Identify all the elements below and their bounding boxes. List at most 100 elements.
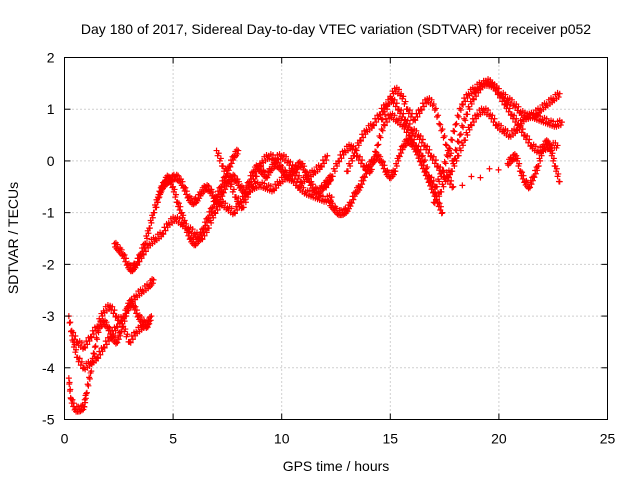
data-point — [475, 89, 482, 96]
data-point — [416, 110, 423, 117]
x-tick-label: 20 — [491, 431, 507, 447]
data-point — [139, 251, 146, 258]
data-point — [512, 119, 519, 126]
data-point — [357, 184, 364, 191]
data-point — [520, 172, 527, 179]
data-point — [451, 156, 458, 163]
data-point — [103, 341, 110, 348]
data-point — [436, 178, 443, 185]
data-point — [530, 110, 537, 117]
data-point — [70, 329, 77, 336]
data-point — [476, 85, 483, 92]
data-point — [477, 174, 484, 181]
data-point — [212, 210, 219, 217]
data-point — [208, 219, 215, 226]
data-point — [526, 136, 533, 143]
data-point — [449, 168, 456, 175]
data-point — [417, 146, 424, 153]
data-point — [95, 323, 102, 330]
data-point — [148, 313, 155, 320]
data-point — [167, 174, 174, 181]
data-point — [205, 215, 212, 222]
data-point — [249, 183, 256, 190]
data-point — [433, 196, 440, 203]
data-point — [513, 126, 520, 133]
data-point — [176, 215, 183, 222]
data-point — [313, 190, 320, 197]
data-point — [430, 153, 437, 160]
data-point — [237, 198, 244, 205]
series-trace-h — [326, 135, 446, 219]
data-point — [436, 120, 443, 127]
data-point — [97, 318, 104, 325]
data-point — [417, 133, 424, 140]
data-point — [491, 81, 498, 88]
data-point — [388, 95, 395, 102]
data-point — [145, 230, 152, 237]
data-point — [431, 160, 438, 167]
data-point — [179, 178, 186, 185]
x-tick-label: 0 — [61, 431, 69, 447]
data-point — [359, 157, 366, 164]
data-point — [365, 164, 372, 171]
data-point — [353, 147, 360, 154]
data-point — [94, 354, 101, 361]
data-point — [177, 203, 184, 210]
y-tick-label: -5 — [42, 412, 55, 428]
data-point — [420, 103, 427, 110]
data-point — [323, 156, 330, 163]
data-point — [217, 155, 224, 162]
data-point — [513, 115, 520, 122]
data-point — [88, 334, 95, 341]
data-point — [317, 163, 324, 170]
data-point — [532, 143, 539, 150]
y-tick-label: 2 — [47, 50, 55, 66]
data-point — [146, 225, 153, 232]
data-point — [467, 121, 474, 128]
data-point — [519, 169, 526, 176]
data-point — [97, 351, 104, 358]
data-point — [296, 172, 303, 179]
data-point — [186, 229, 193, 236]
data-point — [324, 152, 331, 159]
data-point — [247, 188, 254, 195]
data-point — [101, 344, 108, 351]
data-point — [133, 261, 140, 268]
data-point — [129, 336, 136, 343]
data-point — [148, 219, 155, 226]
data-point — [437, 203, 444, 210]
data-point — [359, 181, 366, 188]
data-point — [236, 201, 243, 208]
data-point — [404, 117, 411, 124]
data-point — [537, 113, 544, 120]
data-point — [517, 122, 524, 129]
data-point — [106, 324, 113, 331]
data-point — [174, 199, 181, 206]
data-point — [205, 183, 212, 190]
data-point — [205, 225, 212, 232]
data-point — [94, 336, 101, 343]
series-trace-j — [343, 95, 565, 182]
data-point — [132, 303, 139, 310]
data-point — [441, 133, 448, 140]
data-point — [113, 323, 120, 330]
data-point — [519, 126, 526, 133]
data-point — [531, 174, 538, 181]
data-point — [379, 116, 386, 123]
axis-ticks: 0 5 10 15 20 25 -5 -4 -3 -2 -1 0 1 2 — [42, 50, 615, 447]
y-tick-label: -1 — [42, 205, 55, 221]
data-point — [524, 133, 531, 140]
data-point — [405, 124, 412, 131]
data-point — [498, 122, 505, 129]
data-point — [92, 327, 99, 334]
data-point — [460, 142, 467, 149]
data-point — [457, 131, 464, 138]
data-point — [145, 321, 152, 328]
data-point — [182, 184, 189, 191]
y-tick-label: -3 — [42, 308, 55, 324]
data-point — [121, 251, 128, 258]
data-point — [81, 344, 88, 351]
data-point — [90, 350, 97, 357]
data-point — [546, 141, 553, 148]
data-point — [204, 219, 211, 226]
